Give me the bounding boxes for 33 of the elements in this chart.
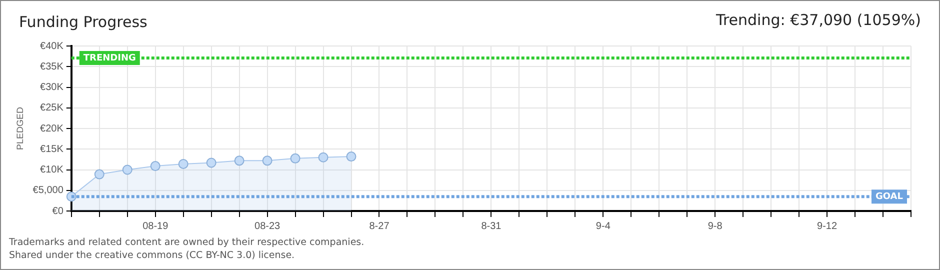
- y-tick-label: €5,000: [32, 185, 64, 196]
- y-tick-label: €10K: [40, 164, 64, 176]
- text: Shared under the creative commons (CC BY-NC 3.0) license.: [9, 249, 296, 262]
- point: [94, 169, 104, 180]
- y-tick-label: €0: [52, 206, 64, 217]
- point: [290, 153, 300, 164]
- point: [234, 156, 244, 166]
- x-tick-label: 9-8: [708, 220, 723, 232]
- x-tick-label: 9-12: [817, 220, 838, 232]
- point: [150, 161, 160, 172]
- ref-line-label: TRENDING: [83, 53, 136, 64]
- point: [206, 158, 216, 168]
- y-tick-label: €30K: [40, 82, 64, 93]
- ref-line-label: GOAL: [876, 192, 904, 202]
- point: [346, 152, 356, 162]
- point: [122, 164, 132, 175]
- y-tick-label: €35K: [40, 61, 64, 72]
- x-tick-label: 8-27: [369, 220, 390, 232]
- x-tick-label: 8-31: [481, 220, 502, 232]
- x-tick-label: 08-19: [142, 220, 169, 232]
- text: Trademarks and related content are owned by their respective companies.: [9, 236, 364, 249]
- y-axis-title: PLEDGED: [14, 106, 25, 150]
- chart-title: Funding Progress: [19, 13, 148, 31]
- y-tick-label: €20K: [40, 123, 64, 134]
- chart-subtitle: Trending: €37,090 (1059%): [716, 11, 921, 29]
- point: [262, 156, 272, 166]
- y-tick-label: €40K: [40, 40, 64, 52]
- x-tick-label: 08-23: [254, 220, 281, 232]
- point: [178, 158, 188, 169]
- x-tick-label: 9-4: [596, 220, 611, 232]
- y-tick-label: €15K: [40, 144, 64, 155]
- point: [318, 152, 328, 162]
- y-tick-label: €25K: [40, 102, 64, 114]
